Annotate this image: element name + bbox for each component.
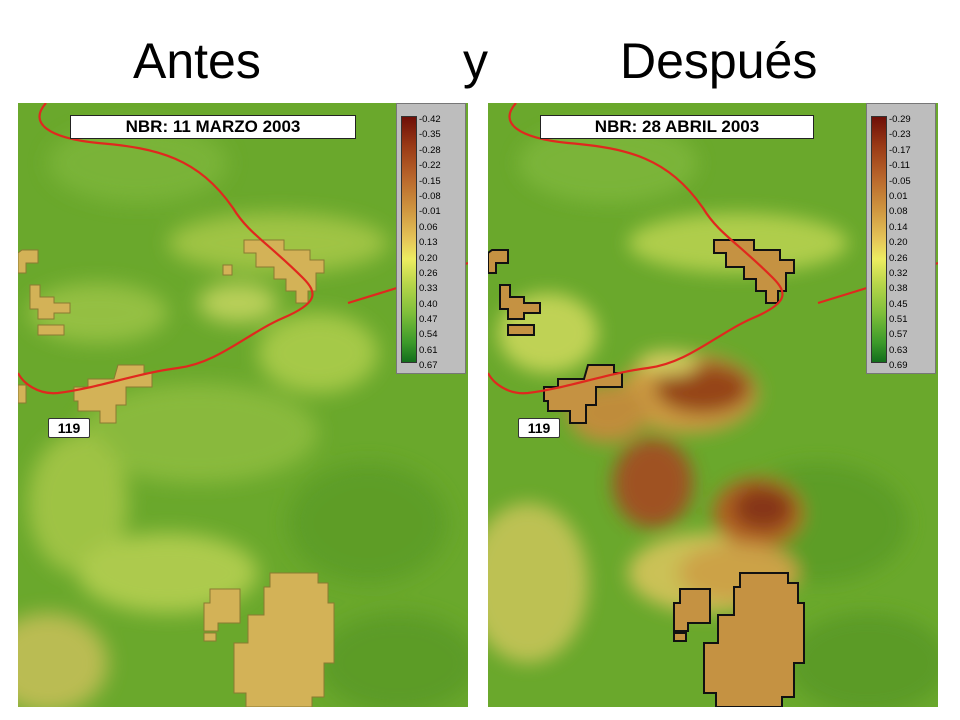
legend-tick: -0.11: [889, 160, 910, 172]
legend-tick: 0.51: [889, 314, 908, 326]
legend-tick: -0.01: [419, 206, 441, 218]
legend-tick: 0.47: [419, 314, 438, 326]
legend-tick: -0.08: [419, 190, 441, 202]
legend-tick: -0.28: [419, 144, 441, 156]
map-label-after: NBR: 28 ABRIL 2003: [540, 115, 814, 139]
fire-perimeters-before: [18, 239, 335, 707]
legend-tick: -0.23: [889, 129, 911, 141]
legend-tick: -0.17: [889, 144, 911, 156]
legend-tick: -0.15: [419, 175, 441, 187]
map-before: NBR: 11 MARZO 2003 119 -0.42 -0.35 -0.28…: [18, 103, 468, 707]
legend-ticks: -0.29 -0.23 -0.17 -0.11 -0.05 0.01 0.08 …: [889, 112, 911, 374]
legend-tick: 0.14: [889, 221, 908, 233]
legend-tick: 0.38: [889, 283, 908, 295]
legend-tick: 0.20: [419, 252, 438, 264]
nbr-raster-before: [18, 103, 468, 707]
road-shield-119: 119: [518, 418, 560, 438]
map-label-before: NBR: 11 MARZO 2003: [70, 115, 356, 139]
legend-tick: 0.61: [419, 344, 438, 356]
legend-tick: 0.06: [419, 221, 438, 233]
legend-tick: 0.13: [419, 237, 438, 249]
legend-tick: 0.26: [419, 267, 438, 279]
legend-tick: 0.40: [419, 298, 438, 310]
legend-before: -0.42 -0.35 -0.28 -0.22 -0.15 -0.08 -0.0…: [396, 103, 466, 374]
legend-tick: 0.08: [889, 206, 908, 218]
legend-tick: 0.54: [419, 329, 438, 341]
legend-tick: 0.63: [889, 344, 908, 356]
legend-tick: 0.67: [419, 360, 438, 372]
map-after: NBR: 28 ABRIL 2003 119 -0.29 -0.23 -0.17…: [488, 103, 938, 707]
legend-tick: -0.05: [889, 175, 911, 187]
legend-tick: -0.22: [419, 160, 441, 172]
legend-tick: 0.69: [889, 360, 908, 372]
title-despues: Después: [620, 33, 818, 89]
legend-tick: -0.35: [419, 129, 441, 141]
legend-tick: 0.32: [889, 267, 908, 279]
legend-tick: 0.33: [419, 283, 438, 295]
road-after: [488, 103, 784, 395]
legend-tick: 0.20: [889, 237, 908, 249]
title-antes: Antes: [133, 33, 261, 89]
legend-tick: -0.42: [419, 114, 441, 125]
road-shield-119: 119: [48, 418, 90, 438]
legend-after: -0.29 -0.23 -0.17 -0.11 -0.05 0.01 0.08 …: [866, 103, 936, 374]
road-before: [18, 103, 314, 395]
fire-perimeters-after: [488, 239, 805, 707]
legend-color-ramp: [871, 116, 887, 363]
title-y: y: [463, 33, 488, 89]
legend-color-ramp: [401, 116, 417, 363]
legend-tick: 0.01: [889, 190, 908, 202]
legend-tick: 0.26: [889, 252, 908, 264]
legend-tick: 0.45: [889, 298, 908, 310]
nbr-raster-after: [488, 103, 938, 707]
legend-tick: 0.57: [889, 329, 908, 341]
legend-tick: -0.29: [889, 114, 911, 125]
legend-ticks: -0.42 -0.35 -0.28 -0.22 -0.15 -0.08 -0.0…: [419, 112, 441, 374]
